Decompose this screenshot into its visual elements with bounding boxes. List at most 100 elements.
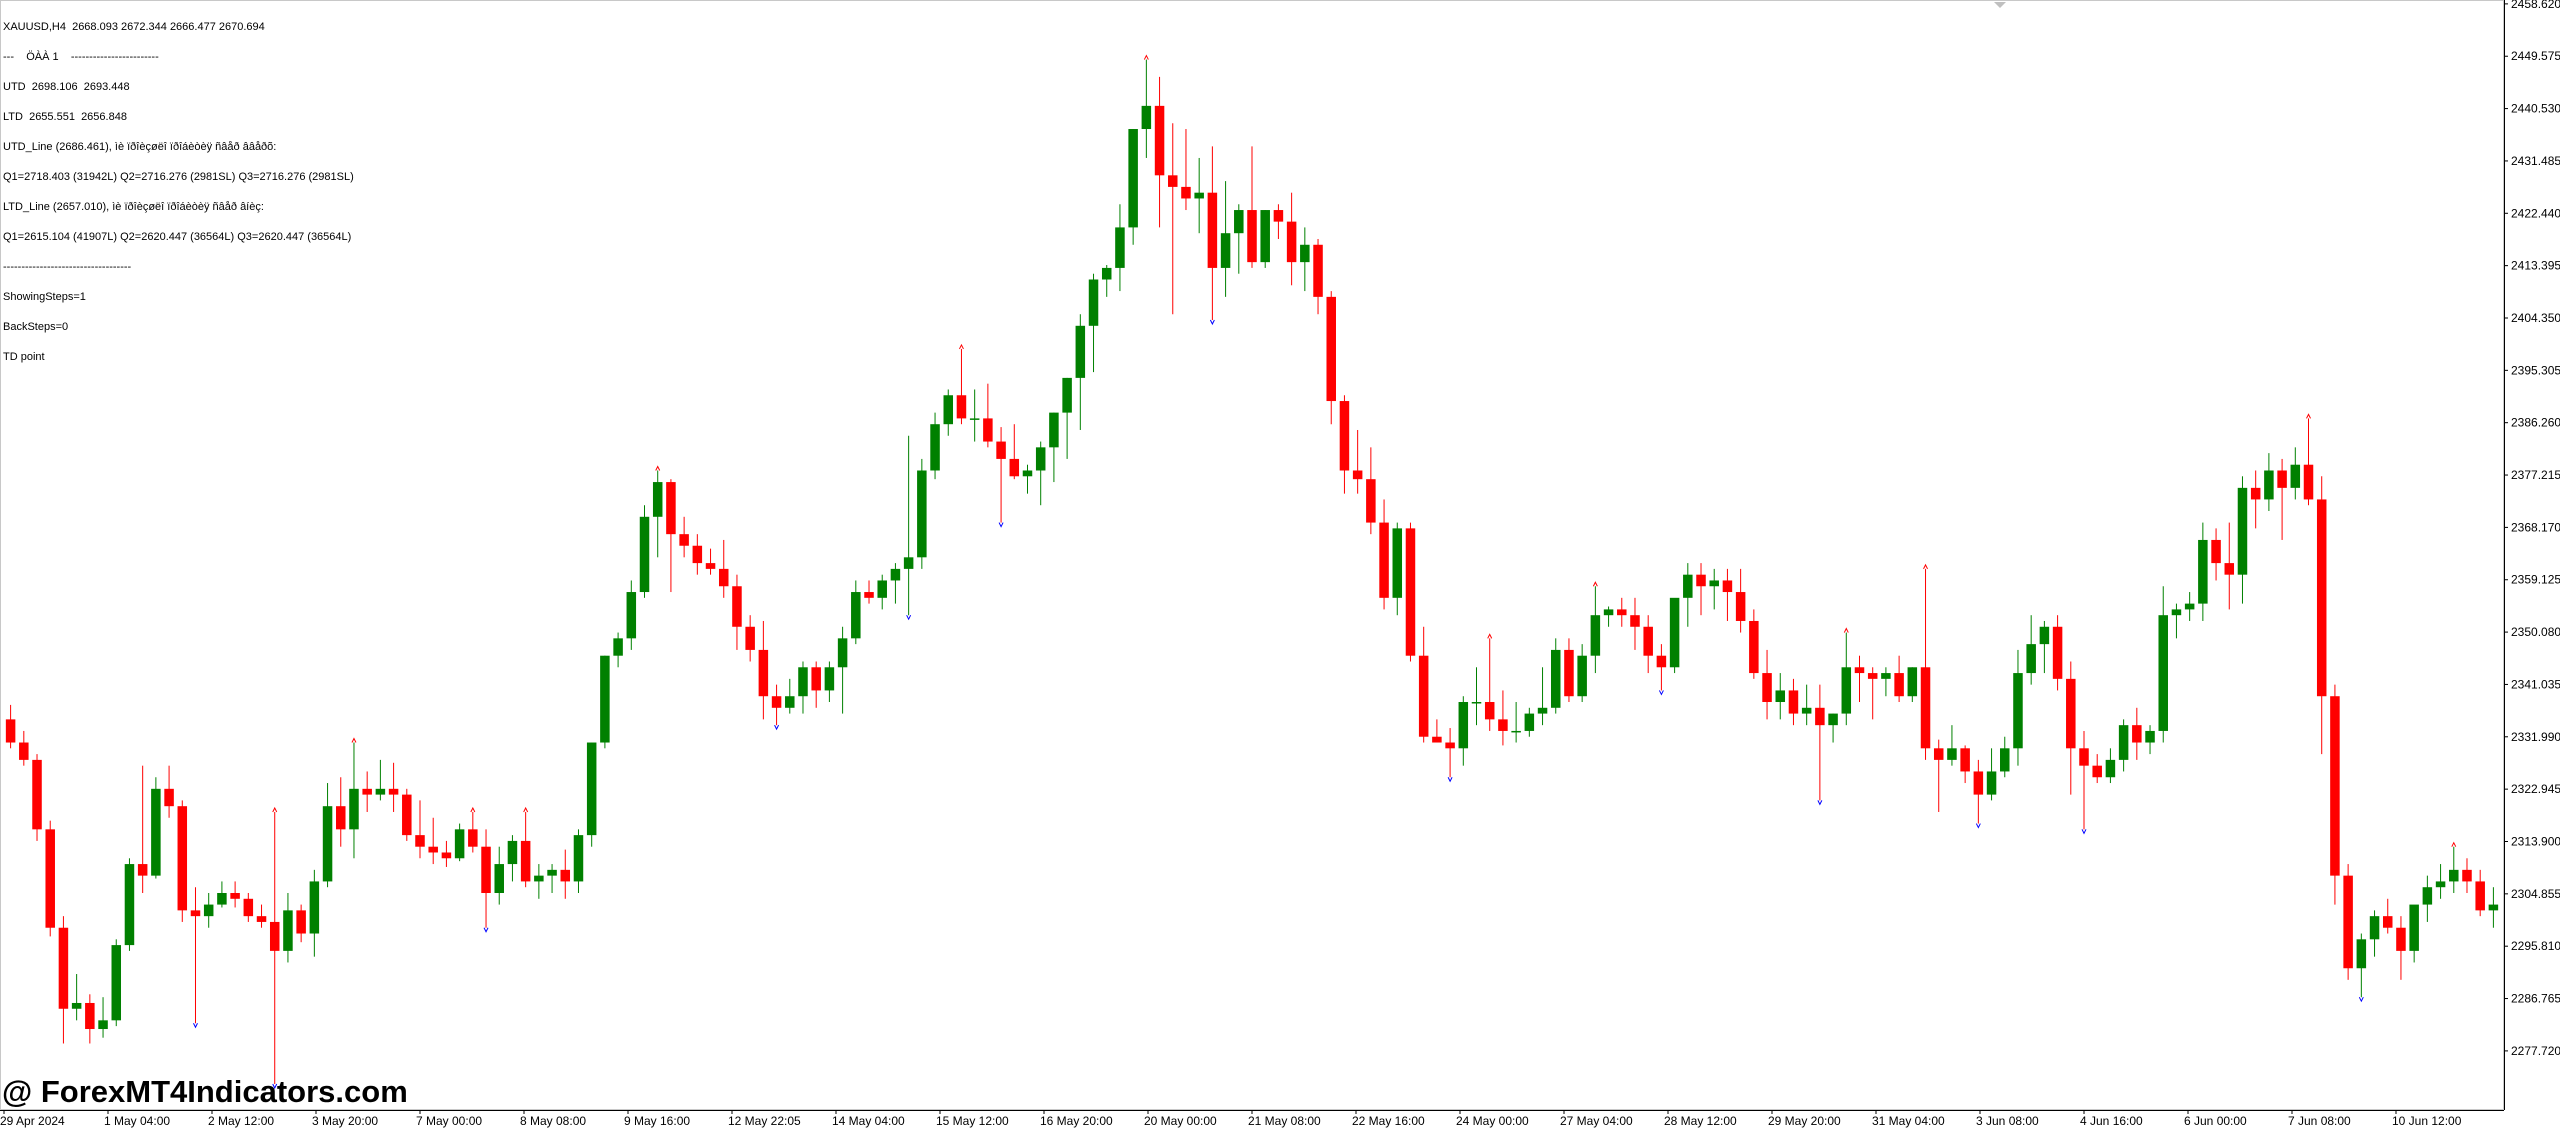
candle xyxy=(1630,597,1640,650)
candle-body xyxy=(718,568,729,587)
candle xyxy=(969,389,980,442)
candle xyxy=(1088,273,1099,373)
candle xyxy=(428,817,438,865)
candle-body xyxy=(745,626,755,650)
candle-body xyxy=(1867,673,1878,679)
scroll-marker-icon[interactable] xyxy=(1994,2,2006,8)
candle-body xyxy=(1815,707,1825,726)
price-tick-label: 2431.485 xyxy=(2511,154,2560,168)
candle-body xyxy=(1683,574,1693,598)
price-tick-label: 2304.855 xyxy=(2511,887,2560,901)
candle xyxy=(2066,661,2076,795)
candle xyxy=(837,626,848,714)
candle xyxy=(956,348,967,425)
candle xyxy=(903,435,914,616)
info-line: TD point xyxy=(3,351,45,363)
time-tick-label: 8 May 08:00 xyxy=(520,1114,586,1128)
candle xyxy=(2211,528,2221,581)
candle-body xyxy=(415,835,425,847)
candle xyxy=(1986,748,1997,801)
td-high-marker xyxy=(1143,54,1149,60)
candle xyxy=(1841,632,1852,726)
candle-body xyxy=(2488,904,2499,911)
candle-body xyxy=(1722,580,1733,593)
candle xyxy=(1471,667,1482,726)
candle xyxy=(1484,638,1495,731)
candle xyxy=(256,904,267,928)
info-line: ShowingSteps=1 xyxy=(3,291,86,303)
candle xyxy=(851,580,861,645)
candle-body xyxy=(1590,615,1601,656)
candle-body xyxy=(837,638,848,668)
candle-body xyxy=(785,696,795,708)
price-tick-label: 2359.125 xyxy=(2511,573,2560,587)
candle-body xyxy=(2409,904,2419,951)
candle xyxy=(864,580,874,604)
candle-body xyxy=(454,829,465,859)
candle xyxy=(454,823,465,862)
candle-body xyxy=(1801,707,1812,714)
candle xyxy=(98,997,108,1038)
candle xyxy=(613,632,623,668)
price-tick-label: 2449.575 xyxy=(2511,49,2560,63)
candle-body xyxy=(1405,528,1416,656)
candle xyxy=(388,762,399,812)
candle-body xyxy=(2422,887,2433,905)
candle-body xyxy=(2079,748,2089,766)
td-low-marker xyxy=(2081,829,2087,835)
candle xyxy=(771,684,782,726)
candle xyxy=(1683,563,1693,627)
candle-body xyxy=(296,910,306,934)
td-low-marker xyxy=(1209,319,1215,326)
candle xyxy=(283,893,293,963)
candle xyxy=(1564,638,1574,703)
candle xyxy=(626,580,637,650)
candle-body xyxy=(1379,522,1389,598)
info-line: ----------------------------------- xyxy=(3,261,132,273)
info-line: BackSteps=0 xyxy=(3,321,69,333)
candle xyxy=(917,458,927,569)
candle-body xyxy=(1075,325,1086,378)
candle xyxy=(1828,713,1838,743)
candle xyxy=(798,661,808,714)
td-high-marker xyxy=(1487,633,1493,639)
candle xyxy=(1286,192,1297,286)
candle xyxy=(2488,887,2499,928)
time-tick-label: 7 May 00:00 xyxy=(416,1114,482,1128)
candle-body xyxy=(19,742,29,760)
candle xyxy=(85,994,95,1044)
candle xyxy=(1168,123,1178,315)
candle xyxy=(190,887,201,1024)
candle xyxy=(1762,649,1772,720)
price-tick-label: 2341.035 xyxy=(2511,677,2560,691)
price-tick-label: 2458.620 xyxy=(2511,0,2560,11)
candle-body xyxy=(2264,470,2274,500)
candle-body xyxy=(2158,615,2168,731)
price-tick-label: 2377.215 xyxy=(2511,468,2560,482)
candle-body xyxy=(1775,690,1786,703)
watermark: @ ForexMT4Indicators.com xyxy=(2,1074,408,1109)
time-tick-label: 16 May 20:00 xyxy=(1040,1114,1113,1128)
candle-body xyxy=(1630,615,1640,627)
candle-body xyxy=(71,1002,82,1009)
time-tick-label: 9 May 16:00 xyxy=(624,1114,690,1128)
candle-body xyxy=(1894,673,1904,697)
candle xyxy=(441,840,452,867)
candle-body xyxy=(1154,105,1165,176)
candle xyxy=(203,893,214,928)
candle-body xyxy=(1101,267,1112,280)
candle xyxy=(2250,470,2261,529)
candle xyxy=(1418,626,1429,743)
candle-body xyxy=(1709,580,1719,587)
candle-body xyxy=(203,904,214,917)
candle xyxy=(5,704,16,749)
candle-body xyxy=(2237,487,2248,575)
time-tick-label: 12 May 22:05 xyxy=(728,1114,801,1128)
candle xyxy=(1432,719,1442,743)
candle-body xyxy=(111,945,122,1021)
candle-body xyxy=(1207,192,1218,268)
time-tick-label: 21 May 08:00 xyxy=(1248,1114,1321,1128)
candle xyxy=(1300,227,1310,292)
candle xyxy=(1260,210,1270,268)
candle-body xyxy=(1339,401,1350,471)
